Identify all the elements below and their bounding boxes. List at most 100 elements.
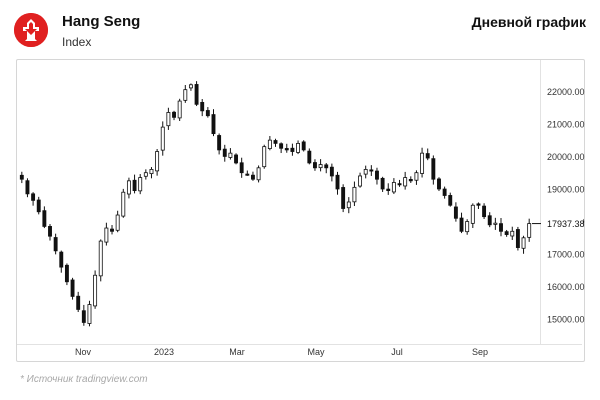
candle-body — [448, 195, 453, 206]
candle-body — [476, 203, 481, 206]
candle-body — [527, 223, 532, 238]
candle-body — [465, 221, 470, 233]
candle-body — [482, 205, 487, 218]
candle-body — [369, 169, 374, 172]
page-subtitle: Index — [62, 35, 92, 49]
candle-body — [499, 223, 503, 232]
candle-body — [363, 169, 368, 175]
candle-body — [324, 164, 329, 169]
candle-body — [217, 135, 222, 151]
candle-body — [98, 240, 103, 277]
candle-body — [262, 146, 267, 168]
candle-body — [115, 214, 120, 231]
x-tick-label: May — [307, 347, 325, 357]
candle-body — [64, 264, 69, 283]
y-tick-label: 16000.00 — [547, 282, 585, 292]
candle-body — [110, 228, 114, 232]
candle-body — [222, 148, 227, 157]
candle-body — [132, 179, 137, 192]
y-tick-label: 15000.00 — [547, 315, 585, 325]
candle-body — [307, 150, 312, 164]
candle-body — [76, 295, 81, 310]
x-tick-label: Sep — [472, 347, 488, 357]
candle-body — [194, 84, 199, 105]
candle-body — [234, 154, 238, 164]
candle-body — [183, 89, 188, 101]
y-tick-label: 21000.00 — [547, 119, 585, 129]
candle-body — [228, 152, 233, 158]
candle-body — [31, 193, 36, 201]
candle-body — [487, 215, 492, 226]
page-title: Hang Seng — [62, 13, 141, 30]
candle-body — [301, 141, 306, 151]
candle-body — [420, 152, 425, 174]
candle-body — [177, 100, 182, 119]
candle-body — [296, 142, 300, 153]
candle-body — [104, 227, 109, 243]
candle-body — [335, 174, 340, 190]
candle-body — [453, 206, 458, 219]
candle-body — [93, 274, 98, 307]
candle-body — [256, 167, 261, 181]
x-tick-label: Mar — [229, 347, 245, 357]
candle-body — [397, 183, 402, 186]
candle-body — [375, 170, 379, 180]
y-tick-label: 22000.00 — [547, 87, 585, 97]
y-tick-label: 19000.00 — [547, 184, 585, 194]
candle-body — [442, 188, 447, 196]
chart-frame — [16, 59, 585, 362]
x-axis-ticks: Nov 2023 Mar May Jul Sep — [75, 347, 488, 357]
candle-body — [380, 177, 385, 190]
candle-body — [48, 226, 52, 237]
candle-body — [36, 199, 41, 213]
candle-body — [25, 180, 30, 195]
candle-body — [211, 114, 216, 135]
candle-body — [59, 251, 64, 268]
candle-body — [205, 110, 210, 117]
candle-body — [87, 304, 92, 324]
candle-body — [358, 175, 363, 187]
candle-body — [143, 172, 148, 177]
candle-body — [138, 177, 143, 192]
candle-body — [42, 210, 47, 227]
y-tick-label: 17000.00 — [547, 250, 585, 260]
candle-body — [155, 151, 160, 172]
candle-body — [70, 279, 75, 297]
candle-body — [391, 182, 396, 193]
candle-body — [245, 173, 250, 176]
candle-body — [431, 158, 436, 180]
candle-body — [493, 222, 498, 225]
candle-body — [459, 217, 464, 232]
candle-body — [504, 231, 509, 235]
candle-body — [313, 162, 317, 169]
x-tick-label: Nov — [75, 347, 92, 357]
y-axis-ticks: 15000.0016000.0017000.0018000.0019000.00… — [547, 87, 585, 325]
y-tick-label: 20000.00 — [547, 152, 585, 162]
last-price-label-bg — [543, 216, 583, 231]
candle-body — [414, 172, 419, 181]
candle-body — [267, 139, 272, 150]
last-price-label: 17937.38 — [547, 219, 585, 229]
candle-body — [346, 201, 351, 209]
candle-body — [290, 147, 295, 152]
candle-body — [437, 178, 441, 190]
candle-body — [251, 174, 255, 180]
candle-body — [408, 178, 413, 182]
candle-body — [329, 166, 334, 177]
candle-body — [166, 112, 171, 127]
hang-seng-logo-icon — [14, 13, 48, 47]
x-tick-label: 2023 — [154, 347, 174, 357]
candle-body — [341, 187, 346, 209]
candle-body — [470, 204, 475, 224]
candle-body — [403, 177, 408, 187]
chart-type-label: Дневной график — [471, 14, 586, 30]
source-note: * Источник tradingview.com — [20, 374, 148, 385]
candle-body — [273, 140, 278, 144]
candle-body — [425, 153, 430, 159]
candle-body — [149, 169, 154, 175]
last-price-marker: 17937.38 — [532, 216, 585, 231]
candle-body — [19, 174, 24, 180]
candle-body — [510, 230, 515, 237]
candle-body — [239, 162, 244, 174]
x-tick-label: Jul — [391, 347, 403, 357]
